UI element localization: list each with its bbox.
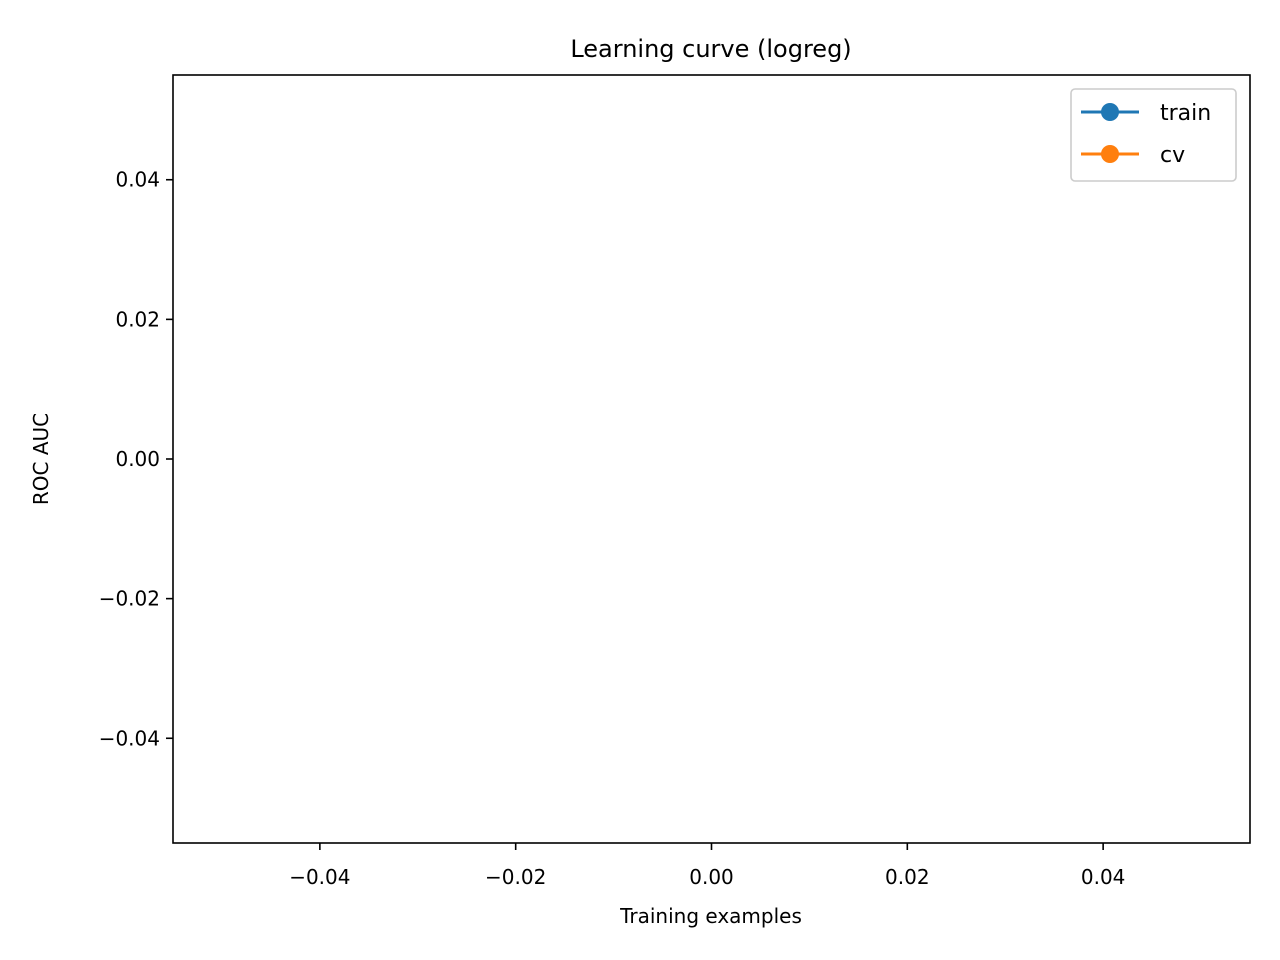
plot-background [173, 75, 1250, 843]
x-axis-ticks: −0.04 −0.02 0.00 0.02 0.04 [289, 843, 1125, 889]
legend-marker-train [1101, 103, 1119, 121]
legend-label-cv: cv [1160, 143, 1185, 168]
chart-title: Learning curve (logreg) [570, 35, 851, 63]
legend: train cv [1070, 88, 1237, 182]
y-axis-label: ROC AUC [29, 413, 53, 505]
y-tick-label: 0.04 [115, 168, 160, 192]
legend-label-train: train [1160, 101, 1211, 126]
legend-box [1070, 88, 1237, 182]
x-tick-label: 0.04 [1081, 865, 1126, 889]
x-tick-label: 0.02 [885, 865, 930, 889]
x-tick-label: −0.04 [289, 865, 350, 889]
x-axis-label: Training examples [619, 904, 802, 928]
y-tick-label: −0.02 [99, 587, 160, 611]
x-tick-label: −0.02 [485, 865, 546, 889]
legend-marker-cv [1101, 145, 1119, 163]
y-tick-label: 0.02 [115, 307, 160, 331]
y-tick-label: 0.00 [115, 447, 160, 471]
x-tick-label: 0.00 [689, 865, 734, 889]
plot-area [172, 74, 1251, 844]
y-axis-ticks: −0.04 −0.02 0.00 0.02 0.04 [99, 168, 173, 750]
y-tick-label: −0.04 [99, 726, 160, 750]
